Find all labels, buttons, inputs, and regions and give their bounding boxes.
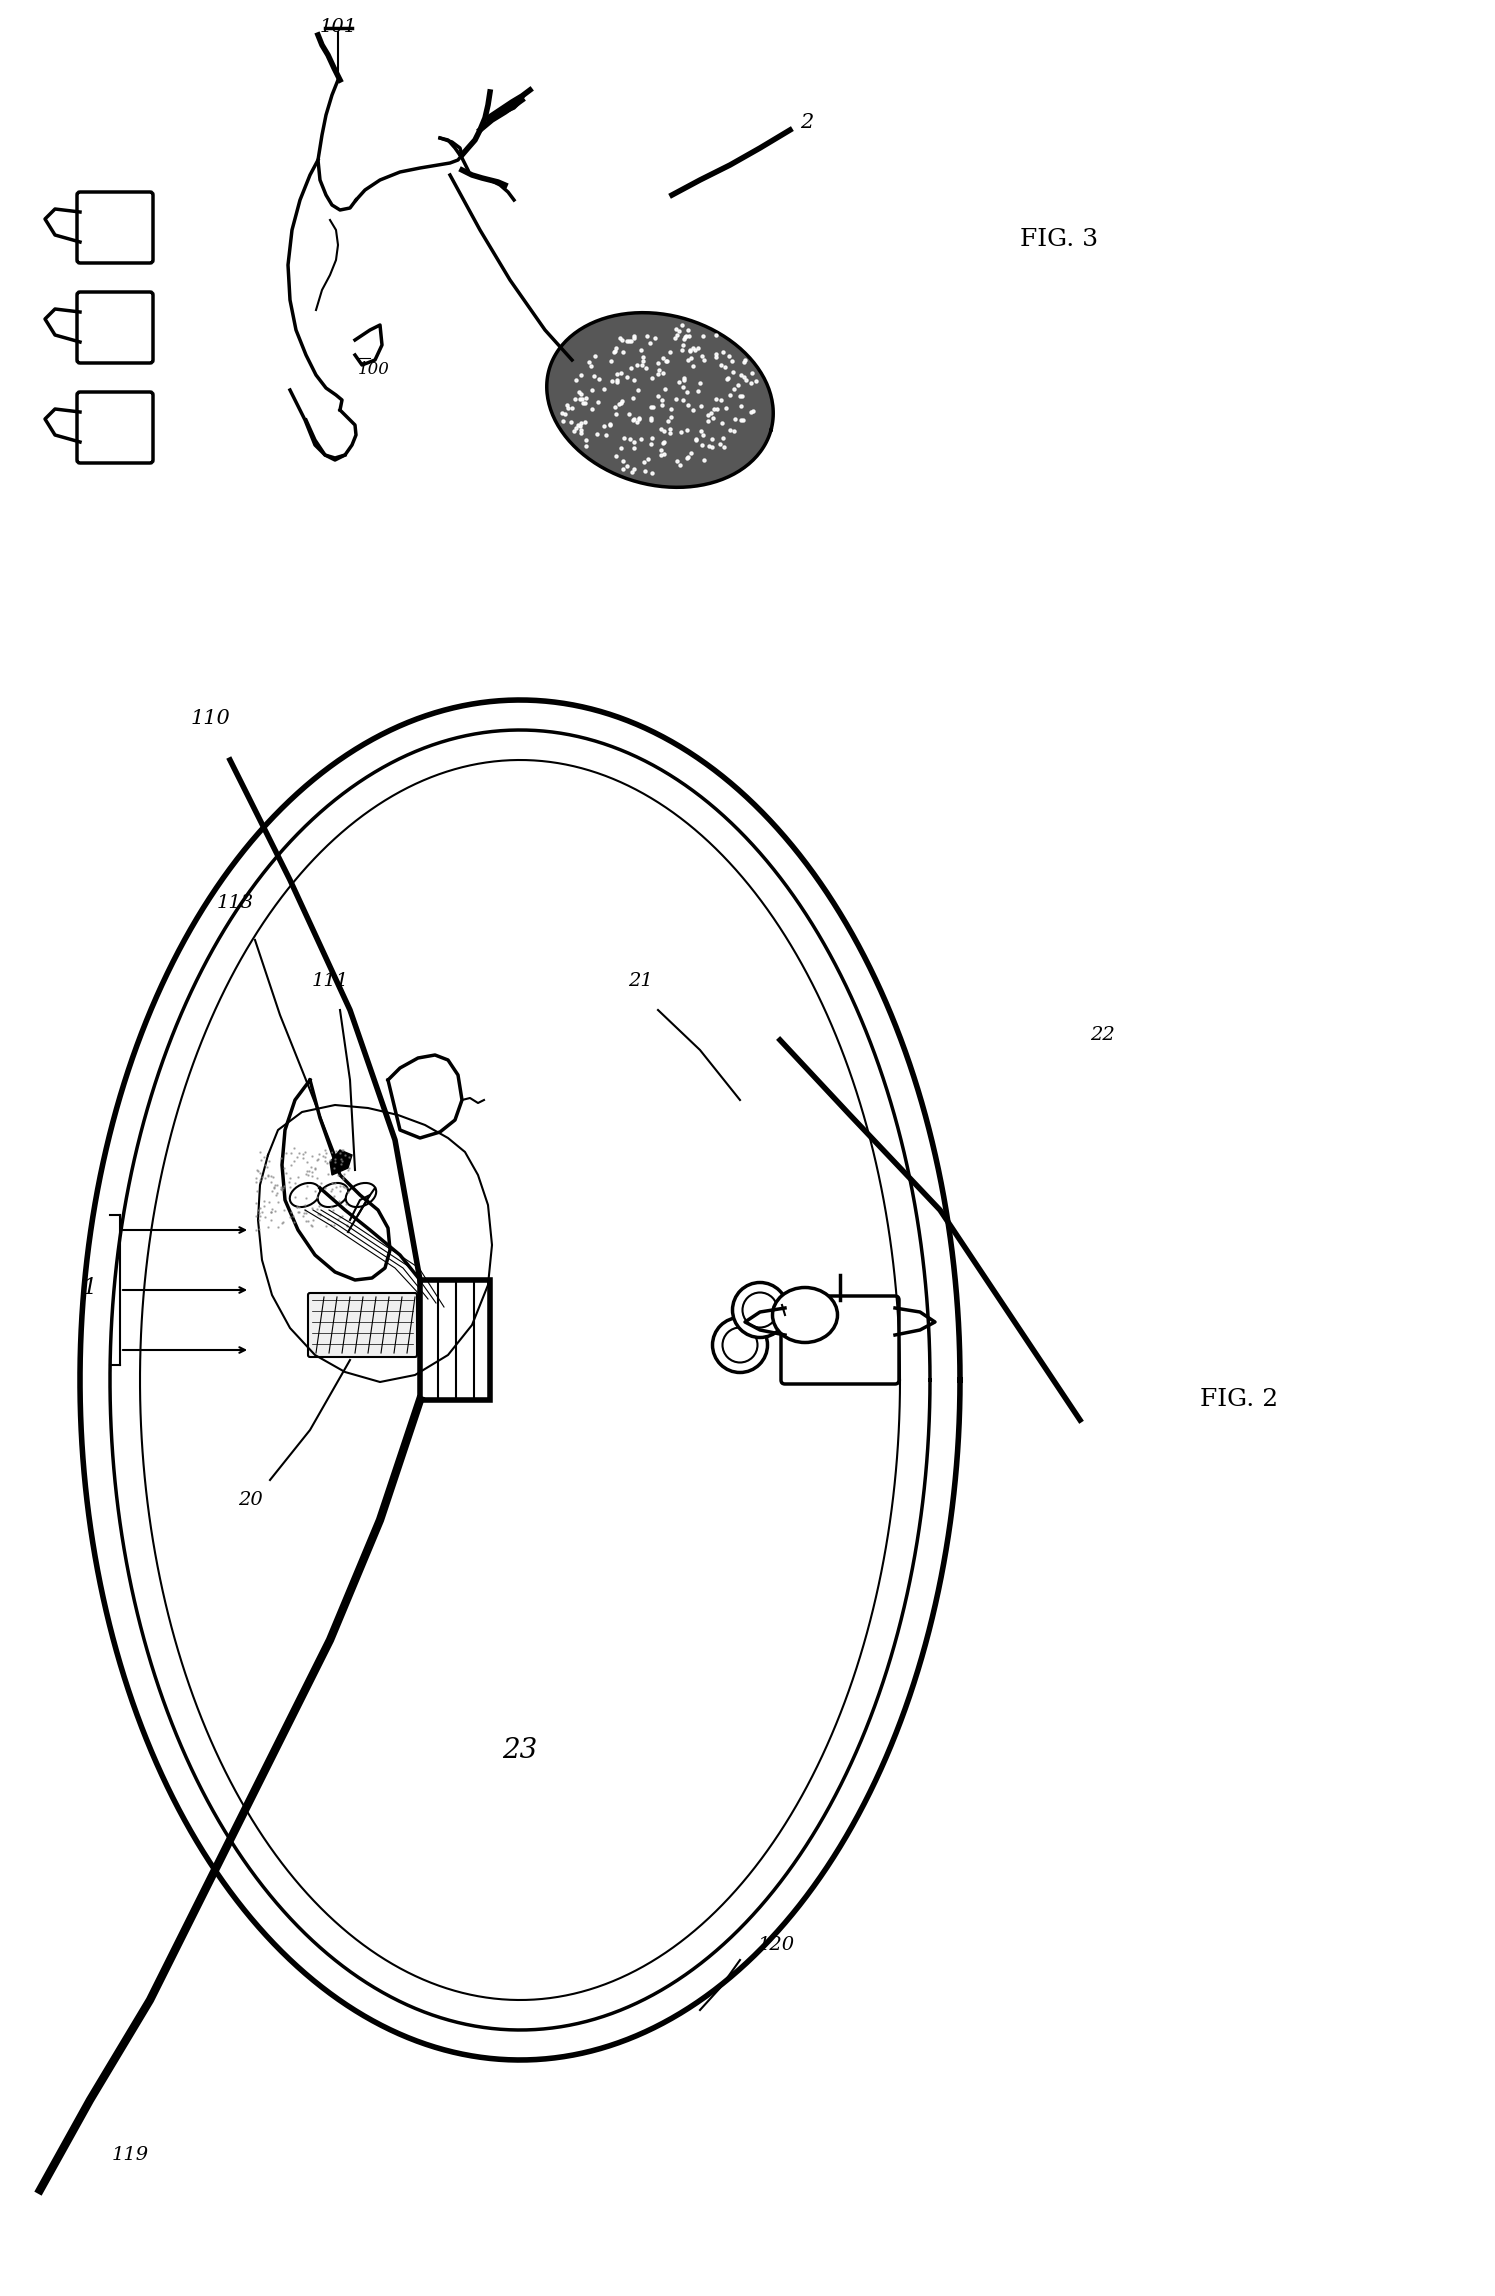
FancyBboxPatch shape xyxy=(78,193,152,264)
Text: 22: 22 xyxy=(1090,1026,1115,1045)
Text: 20: 20 xyxy=(238,1490,263,1508)
Text: 100: 100 xyxy=(357,360,390,379)
Bar xyxy=(420,1279,490,1401)
FancyBboxPatch shape xyxy=(78,393,152,464)
Ellipse shape xyxy=(743,1293,777,1327)
Text: 119: 119 xyxy=(112,2147,148,2165)
Text: FIG. 2: FIG. 2 xyxy=(1200,1389,1278,1412)
Ellipse shape xyxy=(290,1182,320,1208)
FancyBboxPatch shape xyxy=(78,292,152,363)
Text: FIG. 3: FIG. 3 xyxy=(1020,230,1099,253)
Polygon shape xyxy=(330,1150,351,1176)
Text: 113: 113 xyxy=(217,893,254,912)
Text: 111: 111 xyxy=(311,971,348,990)
FancyBboxPatch shape xyxy=(308,1293,417,1357)
Ellipse shape xyxy=(713,1318,767,1373)
Text: 1: 1 xyxy=(82,1277,97,1300)
Text: 23: 23 xyxy=(502,1736,538,1763)
Text: 120: 120 xyxy=(758,1936,795,1954)
Text: 2: 2 xyxy=(800,113,813,131)
FancyBboxPatch shape xyxy=(780,1295,898,1384)
Text: 110: 110 xyxy=(190,709,230,728)
Text: 21: 21 xyxy=(628,971,652,990)
Ellipse shape xyxy=(722,1327,758,1362)
Ellipse shape xyxy=(733,1283,788,1339)
Text: 101: 101 xyxy=(320,18,357,37)
Ellipse shape xyxy=(318,1182,348,1208)
Ellipse shape xyxy=(345,1182,377,1208)
Polygon shape xyxy=(547,312,773,487)
Ellipse shape xyxy=(773,1288,837,1343)
